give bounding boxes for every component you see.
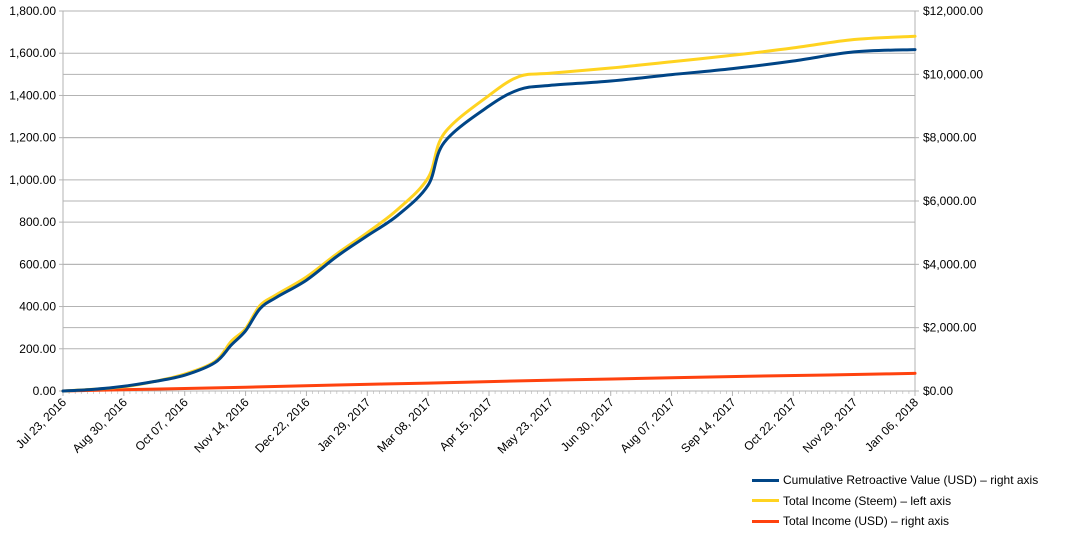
legend-label-retroactive: Cumulative Retroactive Value (USD) – rig… [783,473,1039,488]
series-lines [61,34,917,393]
left-tick-label: 1,000.00 [9,173,56,187]
left-tick-label: 1,400.00 [9,88,56,102]
legend-label-income-usd: Total Income (USD) – right axis [783,514,950,529]
right-tick-label: $10,000.00 [923,67,983,81]
x-tick-label: Nov 29, 2017 [800,395,861,456]
x-tick-label: Dec 22, 2016 [252,395,313,456]
series-line-income-steem [61,34,917,393]
legend-swatch-retroactive [752,478,779,482]
legend-swatch-income-steem [752,499,779,503]
left-tick-label: 1,800.00 [9,4,56,18]
series-line-retroactive-value [61,48,917,393]
x-tick-label: Jul 23, 2016 [13,395,69,451]
legend-swatch-income-usd [752,519,779,523]
right-tick-label: $6,000.00 [923,194,977,208]
right-tick-label: $2,000.00 [923,321,977,335]
x-axis-ticks: Jul 23, 2016 Aug 30, 2016 Oct 07, 2016 Nov … [13,391,921,457]
right-tick-label: $8,000.00 [923,131,977,145]
legend-label-income-steem: Total Income (Steem) – left axis [783,493,952,508]
left-tick-label: 400.00 [19,300,56,314]
legend-item-income-usd: Total Income (USD) – right axis [752,511,1038,532]
x-tick-label: Aug 30, 2016 [70,395,131,456]
gridlines [63,10,915,392]
left-tick-label: 1,600.00 [9,46,56,60]
x-tick-label: Sep 14, 2017 [678,395,739,456]
right-tick-label: $4,000.00 [923,257,977,271]
legend-item-retroactive: Cumulative Retroactive Value (USD) – rig… [752,470,1038,491]
right-tick-label: $0.00 [923,384,953,398]
x-tick-label: Jun 30, 2017 [558,395,617,454]
right-axis-ticks: $0.00 $2,000.00 $4,000.00 $6,000.00 $8,000.0… [915,4,983,398]
x-tick-label: Aug 07, 2017 [617,395,678,456]
x-tick-label: Oct 22, 2017 [741,395,800,454]
x-tick-label: May 23, 2017 [495,395,557,457]
left-tick-label: 600.00 [19,257,56,271]
x-tick-label: Jan 06, 2018 [862,395,921,454]
series-line-income-usd [61,371,917,393]
chart-legend: Cumulative Retroactive Value (USD) – rig… [752,470,1038,532]
x-tick-label: Mar 08, 2017 [374,395,434,455]
x-tick-label: Jan 29, 2017 [314,395,373,454]
left-axis-ticks: 0.00 200.00 400.00 600.00 800.00 1,000.00 1,20… [9,4,63,398]
x-tick-label: Nov 14, 2016 [191,395,252,456]
x-tick-label: Apr 15, 2017 [437,395,496,454]
legend-item-income-steem: Total Income (Steem) – left axis [752,491,1038,512]
left-tick-label: 1,200.00 [9,131,56,145]
x-tick-label: Oct 07, 2016 [132,395,191,454]
left-tick-label: 800.00 [19,215,56,229]
left-tick-label: 0.00 [33,384,57,398]
right-tick-label: $12,000.00 [923,4,983,18]
left-tick-label: 200.00 [19,342,56,356]
